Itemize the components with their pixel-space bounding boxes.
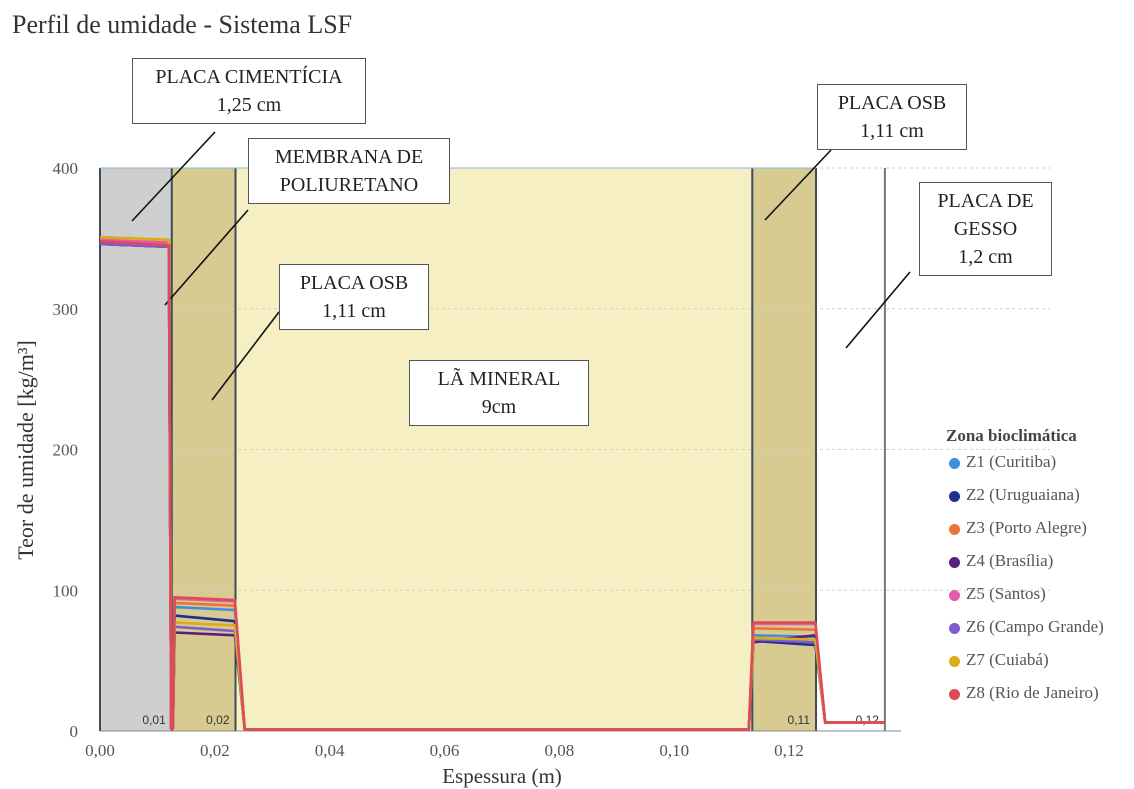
legend-label: Z5 (Santos) (966, 584, 1046, 603)
legend-label: Z4 (Brasília) (966, 551, 1054, 570)
x-tick-label: 0,08 (544, 741, 574, 760)
layer-marker-1: 0,02 (206, 713, 230, 727)
legend-dot (949, 557, 960, 568)
layer-2 (235, 168, 753, 731)
annotation-placa-osb-1: PLACA OSB 1,11 cm (279, 264, 429, 330)
legend-label: Z3 (Porto Alegre) (966, 518, 1087, 537)
legend-entry: Z1 (Curitiba) (946, 452, 1104, 485)
annotation-placa-gesso: PLACA DE GESSO 1,2 cm (919, 182, 1052, 276)
annotation-membrana: MEMBRANA DE POLIURETANO (248, 138, 450, 204)
legend-title: Zona bioclimática (946, 426, 1077, 445)
x-tick-label: 0,04 (315, 741, 345, 760)
legend-label: Z8 (Rio de Janeiro) (966, 683, 1099, 702)
legend-entry: Z7 (Cuiabá) (946, 650, 1104, 683)
annotation-placa-osb-2: PLACA OSB 1,11 cm (817, 84, 967, 150)
x-tick-label: 0,06 (430, 741, 460, 760)
legend-label: Z6 (Campo Grande) (966, 617, 1104, 636)
annotation-la-mineral: LÃ MINERAL 9cm (409, 360, 589, 426)
legend-entry: Z3 (Porto Alegre) (946, 518, 1104, 551)
legend-dot (949, 656, 960, 667)
y-tick-label: 0 (70, 722, 79, 741)
legend-dot (949, 491, 960, 502)
x-tick-label: 0,10 (659, 741, 689, 760)
layer-marker-3: 0,11 (788, 713, 811, 727)
x-axis-label: Espessura (m) (442, 764, 562, 788)
legend-dot (949, 623, 960, 634)
layer-0 (100, 168, 172, 731)
layer-marker-0: 0,01 (142, 713, 166, 727)
y-tick-label: 100 (53, 581, 79, 600)
x-tick-label: 0,12 (774, 741, 804, 760)
annotation-placa-cimenticia: PLACA CIMENTÍCIA 1,25 cm (132, 58, 366, 124)
annotation-leader-4 (845, 271, 911, 349)
annotation-leader-3 (764, 149, 832, 221)
series-line-7 (99, 239, 885, 731)
legend-label: Z7 (Cuiabá) (966, 650, 1049, 669)
legend-dot (949, 689, 960, 700)
layer-marker-4: 0,12 (856, 713, 880, 727)
x-tick-label: 0,02 (200, 741, 230, 760)
legend-label: Z1 (Curitiba) (966, 452, 1057, 471)
legend-entry: Z8 (Rio de Janeiro) (946, 683, 1104, 716)
legend-dot (949, 524, 960, 535)
annotation-leader-0 (131, 131, 216, 222)
legend-dot (949, 590, 960, 601)
y-axis-label: Teor de umidade [kg/m³] (13, 340, 38, 559)
legend-entry: Z5 (Santos) (946, 584, 1104, 617)
y-tick-label: 200 (53, 441, 79, 460)
legend-label: Z2 (Uruguaiana) (966, 485, 1080, 504)
legend-dot (949, 458, 960, 469)
legend-entry: Z2 (Uruguaiana) (946, 485, 1104, 518)
annotation-leader-2 (211, 311, 280, 401)
y-tick-label: 400 (53, 159, 79, 178)
legend: Zona bioclimática Z1 (Curitiba) Z2 (Urugu… (946, 426, 1104, 716)
chart-title: Perfil de umidade - Sistema LSF (12, 10, 353, 39)
legend-entry: Z4 (Brasília) (946, 551, 1104, 584)
x-tick-label: 0,00 (85, 741, 115, 760)
annotation-leader-1 (164, 209, 249, 306)
y-tick-label: 300 (53, 300, 79, 319)
legend-entry: Z6 (Campo Grande) (946, 617, 1104, 650)
